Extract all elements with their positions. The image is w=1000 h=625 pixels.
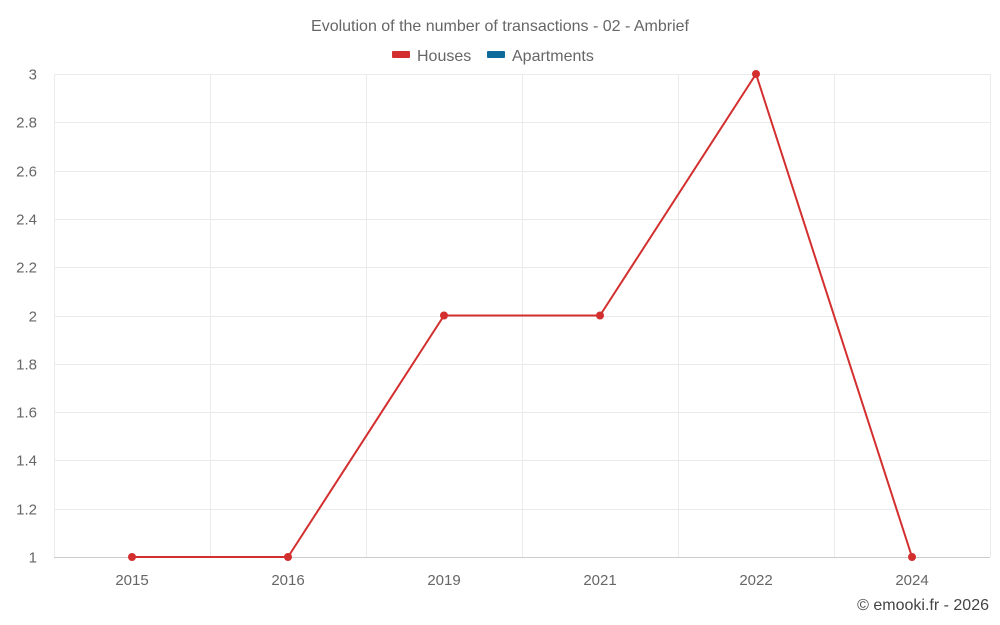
y-tick-label: 1.2 bbox=[16, 502, 37, 519]
data-point-houses[interactable] bbox=[752, 70, 760, 78]
legend-swatch-houses bbox=[392, 51, 410, 58]
legend: Houses Apartments bbox=[392, 48, 594, 65]
legend-item-houses[interactable]: Houses bbox=[392, 48, 471, 65]
legend-swatch-apartments bbox=[487, 51, 505, 58]
y-tick-label: 1.4 bbox=[16, 453, 37, 470]
chart-title: Evolution of the number of transactions … bbox=[311, 18, 690, 35]
x-tick-label: 2019 bbox=[427, 572, 460, 589]
legend-label-apartments: Apartments bbox=[512, 48, 594, 65]
data-point-houses[interactable] bbox=[908, 553, 916, 561]
series-line-houses bbox=[132, 73, 913, 558]
series-layer bbox=[128, 70, 916, 561]
data-point-houses[interactable] bbox=[284, 553, 292, 561]
x-tick-label: 2015 bbox=[115, 572, 148, 589]
data-point-houses[interactable] bbox=[440, 311, 448, 320]
x-axis-ticks: 2015 2016 2019 2021 2022 2024 bbox=[115, 572, 928, 589]
y-tick-label: 3 bbox=[29, 67, 37, 84]
y-tick-label: 2.8 bbox=[16, 115, 37, 132]
legend-item-apartments[interactable]: Apartments bbox=[487, 48, 594, 65]
x-tick-label: 2021 bbox=[583, 572, 616, 589]
y-axis-ticks: 1 1.2 1.4 1.6 1.8 2 2.2 2.4 2.6 2.8 3 bbox=[16, 67, 37, 567]
credit-text: © emooki.fr - 2026 bbox=[857, 597, 989, 614]
y-tick-label: 2 bbox=[29, 309, 37, 326]
y-tick-label: 1.6 bbox=[16, 405, 37, 422]
y-tick-label: 1 bbox=[29, 550, 37, 567]
data-point-houses[interactable] bbox=[596, 311, 604, 320]
data-point-houses[interactable] bbox=[128, 553, 136, 561]
x-tick-label: 2016 bbox=[271, 572, 304, 589]
x-tick-label: 2022 bbox=[739, 572, 772, 589]
y-tick-label: 2.2 bbox=[16, 260, 37, 277]
y-tick-label: 1.8 bbox=[16, 357, 37, 374]
x-tick-label: 2024 bbox=[895, 572, 928, 589]
y-tick-label: 2.6 bbox=[16, 164, 37, 181]
legend-label-houses: Houses bbox=[417, 48, 471, 65]
y-tick-label: 2.4 bbox=[16, 212, 37, 229]
